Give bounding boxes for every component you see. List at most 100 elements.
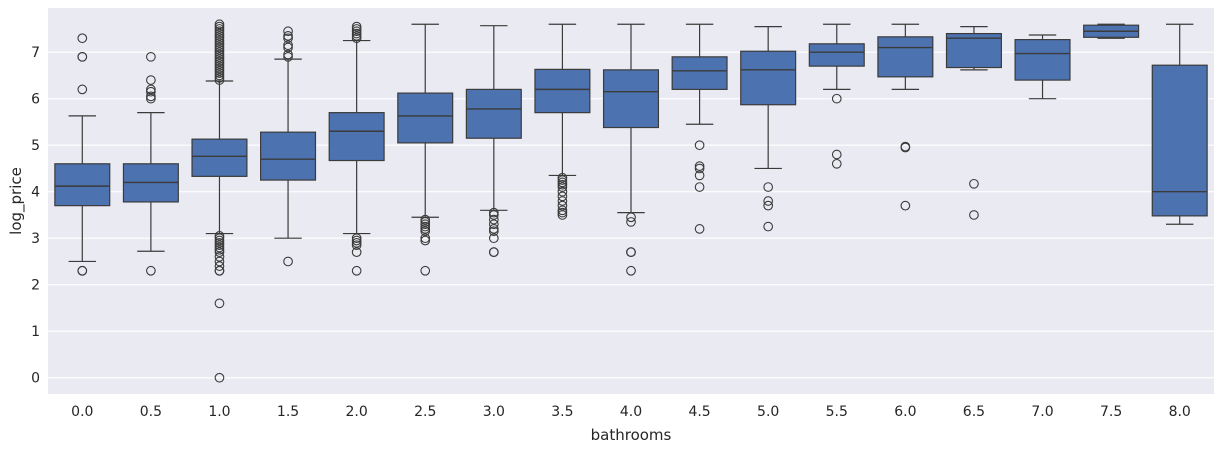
outlier-point: [900, 200, 911, 211]
outlier-point: [557, 175, 568, 185]
outlier-point: [214, 247, 225, 258]
outlier-point: [214, 238, 225, 248]
box-4.0: [602, 23, 660, 276]
iqr-box: [397, 92, 454, 144]
iqr-box: [1014, 39, 1071, 81]
y-tick-label: 1: [31, 324, 40, 340]
outlier-point: [214, 24, 225, 34]
outlier-point: [420, 233, 431, 244]
outlier-point: [557, 177, 568, 188]
outlier-point: [214, 231, 225, 241]
outlier-point: [283, 40, 293, 51]
iqr-box: [54, 163, 111, 207]
outlier-point: [214, 28, 225, 39]
outlier-point: [557, 196, 568, 206]
outlier-point: [214, 63, 225, 74]
outlier-point: [351, 28, 362, 39]
outlier-point: [557, 179, 568, 190]
box-5.5: [808, 23, 865, 169]
outlier-point: [420, 265, 431, 276]
outlier-point: [351, 33, 362, 44]
outlier-point: [214, 256, 225, 267]
iqr-box: [1151, 64, 1208, 217]
outlier-point: [557, 191, 568, 202]
outlier-point: [488, 219, 499, 230]
x-tick-label: 4.5: [688, 404, 710, 420]
x-tick-label: 6.5: [963, 404, 985, 420]
outlier-point: [763, 196, 774, 206]
outlier-point: [557, 182, 568, 192]
iqr-box: [877, 36, 934, 78]
outlier-point: [214, 42, 225, 53]
outlier-point: [214, 49, 225, 60]
outlier-point: [420, 219, 431, 230]
outlier-point: [694, 161, 705, 171]
x-tick-label: 0.0: [71, 404, 93, 420]
outlier-point: [214, 38, 225, 48]
outlier-point: [283, 42, 293, 53]
box-2.0: [328, 21, 385, 276]
box-7.5: [1083, 23, 1140, 39]
iqr-box: [808, 43, 865, 67]
outlier-point: [146, 86, 156, 97]
iqr-box: [534, 68, 591, 114]
x-tick-label: 1.0: [208, 404, 230, 420]
outlier-point: [283, 51, 293, 62]
x-tick-label: 4.0: [620, 404, 642, 420]
outlier-point: [488, 214, 499, 225]
box-0.5: [122, 51, 179, 276]
y-tick-label: 2: [31, 278, 40, 294]
outlier-point: [214, 298, 225, 309]
outlier-point: [214, 40, 225, 51]
box-6.0: [877, 23, 934, 211]
outlier-point: [283, 49, 293, 60]
iqr-box: [945, 32, 1002, 69]
outlier-point: [214, 261, 225, 271]
y-tick-labels: 0 1 2 3 4 5 6 7: [31, 45, 40, 387]
x-tick-label: 5.0: [757, 404, 779, 420]
outlier-point: [77, 265, 88, 276]
iqr-box: [328, 112, 385, 162]
outlier-point: [214, 235, 225, 246]
outlier-point: [351, 240, 362, 251]
outlier-point: [214, 72, 225, 83]
outlier-point: [146, 84, 156, 95]
outlier-point: [214, 35, 225, 46]
outlier-point: [214, 68, 225, 78]
box-8.0: [1151, 23, 1208, 225]
outlier-point: [214, 56, 225, 67]
y-tick-label: 5: [31, 138, 40, 154]
box-0.0: [54, 33, 111, 276]
outlier-point: [351, 235, 362, 246]
x-tick-label: 8.0: [1169, 404, 1191, 420]
outlier-point: [214, 51, 225, 62]
outlier-point: [146, 265, 156, 276]
outlier-point: [694, 170, 705, 181]
y-tick-label: 0: [31, 371, 40, 387]
outlier-point: [557, 200, 568, 211]
outlier-point: [77, 84, 88, 95]
x-tick-label: 7.5: [1100, 404, 1122, 420]
outlier-point: [214, 233, 225, 244]
outlier-point: [214, 47, 225, 58]
outlier-point: [626, 217, 636, 227]
outlier-point: [146, 93, 156, 104]
outlier-point: [283, 256, 293, 267]
outlier-point: [557, 210, 568, 220]
outlier-point: [694, 224, 705, 234]
x-axis-label: bathrooms: [591, 426, 672, 444]
outlier-point: [351, 31, 362, 41]
outlier-point: [831, 149, 842, 160]
box-6.5: [945, 26, 1002, 220]
outlier-point: [694, 140, 705, 151]
outlier-point: [763, 221, 774, 232]
outlier-point: [763, 182, 774, 192]
y-tick-label: 7: [31, 45, 40, 61]
outlier-point: [488, 210, 499, 220]
box-4.5: [671, 23, 728, 234]
outlier-point: [420, 224, 431, 234]
outlier-point: [763, 200, 774, 211]
outlier-point: [420, 221, 431, 232]
x-tick-label: 3.0: [483, 404, 505, 420]
